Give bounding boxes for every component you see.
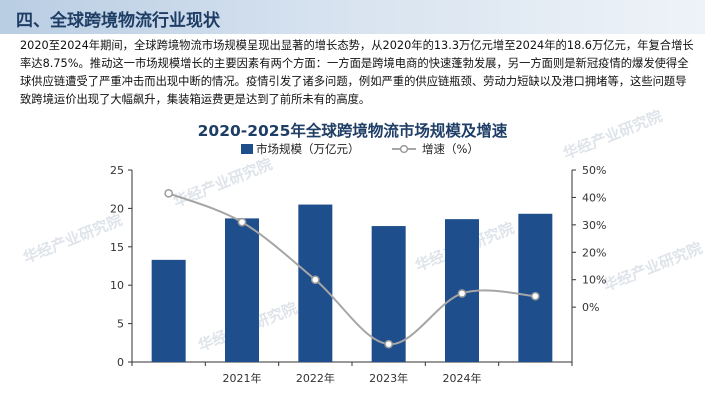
section-title: 四、全球跨境物流行业现状 [16,11,220,31]
growth-line [168,192,536,346]
bar [518,213,553,362]
legend-swatch-bar [241,144,253,154]
chart-title: 2020-2025年全球跨境物流市场规模及增速 [197,122,508,140]
y-tick-label-right: 10% [582,274,606,287]
y-tick-label-right: 0% [582,301,599,314]
legend-label-bar: 市场规模（万亿元） [256,142,360,156]
y-tick-label-right: 40% [582,191,606,204]
legend-marker-line [399,144,409,154]
growth-point [457,289,467,298]
y-tick-label-left: 15 [110,241,124,254]
x-tick-label: 2023年 [369,371,408,385]
intro-paragraph: 2020至2024年期间，全球跨境物流市场规模呈现出显著的增长态势，从2020年… [20,39,694,106]
y-tick-label-left: 20 [110,202,124,215]
bar [151,259,186,362]
y-tick-label-right: 20% [582,246,606,259]
y-tick-label-left: 10 [110,279,124,292]
growth-point [530,291,540,301]
x-tick-label: 2022年 [296,371,335,385]
growth-point [384,339,394,349]
y-tick-label-left: 5 [117,318,124,331]
y-tick-label-left: 0 [117,356,124,369]
y-tick-label-right: 50% [582,164,606,177]
growth-point [164,188,174,198]
x-tick-label: 2021年 [223,371,262,385]
bar [225,218,259,362]
x-tick-label: 2024年 [443,371,482,385]
section-header-bar: 四、全球跨境物流行业现状 [0,0,705,34]
y-tick-label-left: 25 [110,164,124,177]
legend-label-line: 增速（%） [422,142,479,156]
growth-point [237,217,247,227]
y-tick-label-right: 30% [582,219,606,232]
growth-point [310,275,320,285]
